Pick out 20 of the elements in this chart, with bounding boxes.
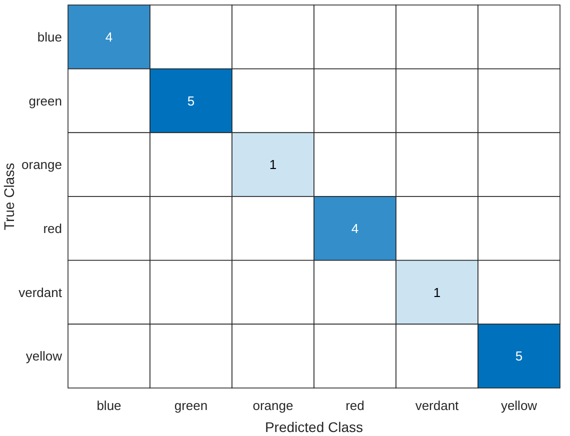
x-tick-label: blue	[96, 398, 122, 413]
x-tick-label: orange	[252, 398, 294, 413]
y-tick-label: yellow	[26, 348, 63, 364]
y-tick-label: orange	[22, 157, 62, 172]
x-tick-label: verdant	[415, 398, 460, 413]
x-axis-title: Predicted Class	[264, 419, 364, 435]
y-tick-label: verdant	[18, 284, 62, 300]
data-label: 5	[515, 348, 523, 364]
x-tick-label: green	[174, 398, 208, 413]
data-label: 4	[105, 29, 113, 44]
y-tick-label: red	[43, 220, 62, 236]
data-label: 5	[187, 93, 195, 108]
y-axis-title: True Class	[1, 162, 17, 230]
data-label: 4	[351, 220, 359, 236]
data-label: 1	[433, 284, 441, 300]
x-tick-label: red	[346, 398, 364, 413]
x-tick-label: yellow	[500, 398, 538, 413]
y-tick-label: blue	[37, 29, 62, 44]
y-tick-label: green	[28, 93, 62, 108]
data-label: 1	[269, 157, 277, 172]
